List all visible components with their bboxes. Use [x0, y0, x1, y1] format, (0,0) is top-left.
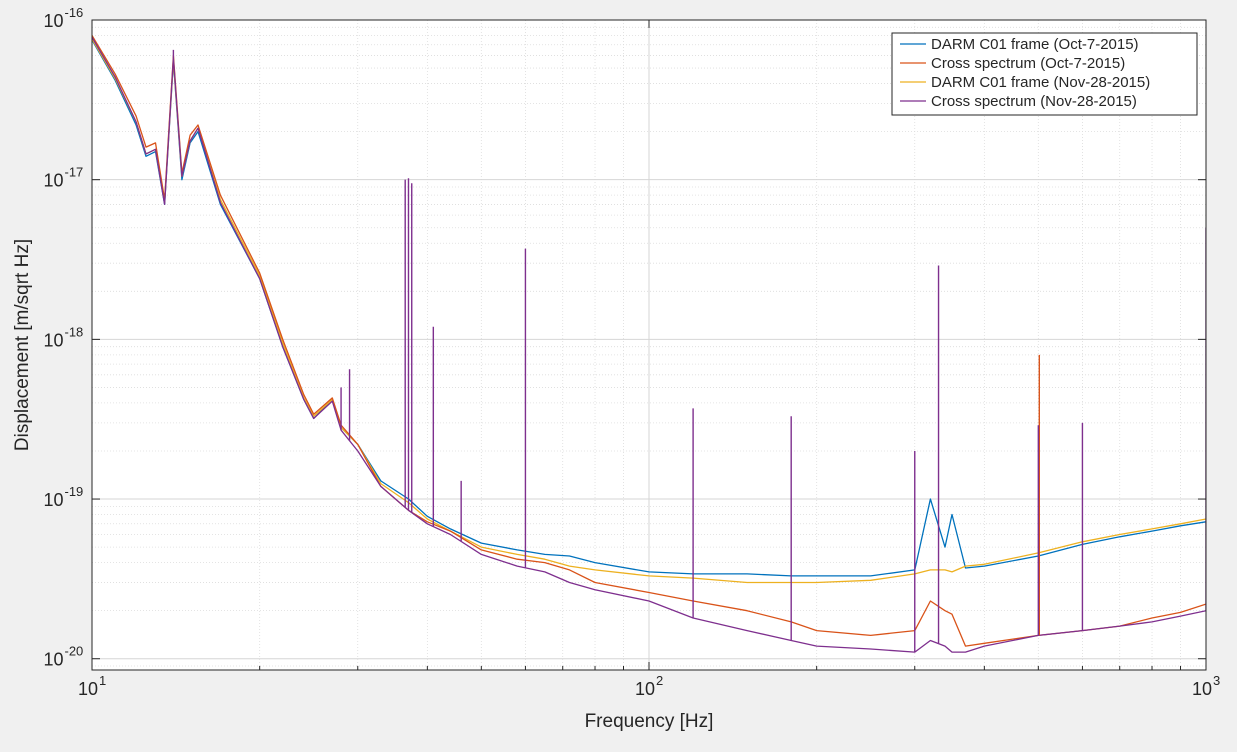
- legend-entry: Cross spectrum (Oct-7-2015): [931, 55, 1125, 72]
- x-tick-label: 10: [635, 679, 655, 699]
- series-line: [92, 36, 1206, 653]
- y-tick-exponent: -20: [65, 644, 84, 659]
- y-tick-label: 10: [43, 171, 63, 191]
- legend-box: [891, 32, 1198, 116]
- x-tick-exponent: 3: [1213, 673, 1220, 688]
- x-tick-labels: 10 1 10 2 10 3: [78, 673, 1220, 699]
- y-tick-label: 10: [43, 490, 63, 510]
- y-axis-label: Displacement [m/sqrt Hz]: [12, 239, 33, 451]
- y-tick-label: 10: [43, 330, 63, 350]
- x-tick-label: 10: [1192, 679, 1212, 699]
- y-tick-exponent: -16: [65, 5, 84, 20]
- ticks: [91, 19, 1207, 670]
- y-tick-exponent: -17: [65, 165, 84, 180]
- y-tick-exponent: -18: [65, 324, 84, 339]
- x-axis-label: Frequency [Hz]: [585, 711, 714, 732]
- x-tick-exponent: 2: [656, 673, 663, 688]
- x-tick-label: 10: [78, 679, 98, 699]
- legend: DARM C01 frame (Oct-7-2015) Cross spectru…: [891, 32, 1198, 116]
- minor-grid: [92, 20, 1206, 670]
- legend-entry: DARM C01 frame (Oct-7-2015): [931, 36, 1139, 53]
- legend-entry: DARM C01 frame (Nov-28-2015): [931, 74, 1150, 91]
- series-layer: [92, 35, 1206, 653]
- y-tick-label: 10: [43, 11, 63, 31]
- y-tick-label: 10: [43, 650, 63, 670]
- legend-entry: Cross spectrum (Nov-28-2015): [931, 93, 1137, 110]
- y-tick-exponent: -19: [65, 484, 84, 499]
- series-line: [92, 35, 1206, 647]
- x-tick-exponent: 1: [99, 673, 106, 688]
- series-line: [92, 39, 1206, 577]
